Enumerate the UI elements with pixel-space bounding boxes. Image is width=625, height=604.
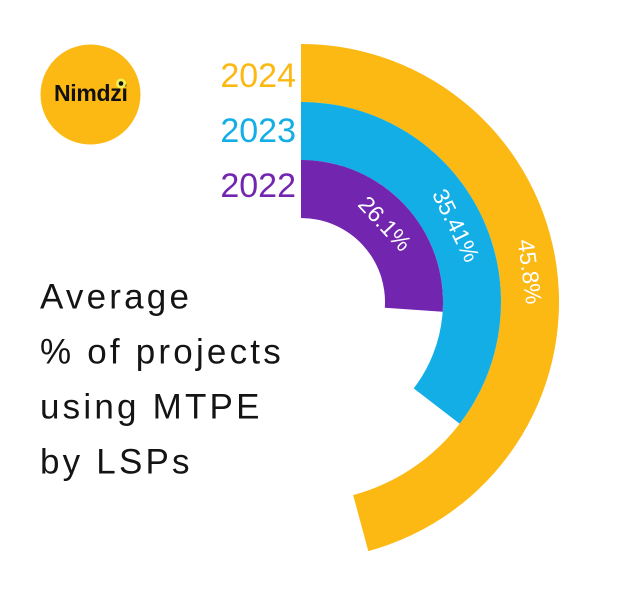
- svg-text:using MTPE: using MTPE: [40, 388, 263, 427]
- svg-text:2023: 2023: [220, 112, 296, 150]
- svg-text:2022: 2022: [220, 167, 296, 205]
- svg-text:2024: 2024: [220, 57, 296, 95]
- svg-text:% of projects: % of projects: [40, 333, 284, 372]
- svg-text:by LSPs: by LSPs: [40, 443, 193, 482]
- svg-text:Average: Average: [40, 278, 192, 317]
